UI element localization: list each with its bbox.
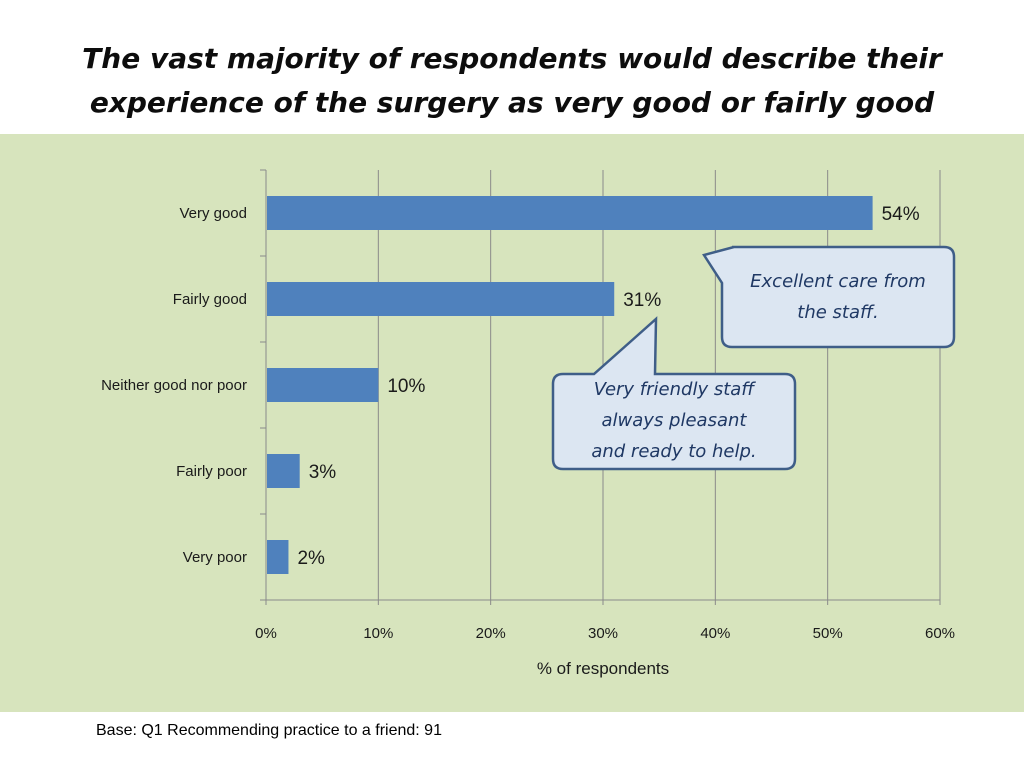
bar xyxy=(267,282,615,316)
slide-title: The vast majority of respondents would d… xyxy=(0,37,1024,125)
labels: 0% 10% 20% 30% 40% 50% 60% Very good 54% Fairly g… xyxy=(101,204,955,642)
data-label: 31% xyxy=(623,290,661,311)
bar-chart: 0% 10% 20% 30% 40% 50% 60% Very good 54% Fairly g… xyxy=(101,169,956,678)
category-label: Fairly poor xyxy=(176,463,247,480)
x-tick-label: 60% xyxy=(925,625,955,642)
category-label: Very good xyxy=(179,205,247,222)
bar xyxy=(267,196,873,230)
x-tick-label: 30% xyxy=(588,625,618,642)
category-label: Fairly good xyxy=(173,291,247,308)
category-label: Neither good nor poor xyxy=(101,377,247,394)
x-tick-label: 0% xyxy=(255,625,277,642)
x-tick-label: 20% xyxy=(476,625,506,642)
base-note: Base: Q1 Recommending practice to a frie… xyxy=(96,722,442,739)
x-tick-label: 10% xyxy=(363,625,393,642)
x-tick-label: 50% xyxy=(813,625,843,642)
callout-2-line-1: Very friendly staff xyxy=(593,379,755,400)
slide-title-line-2: experience of the surgery as very good o… xyxy=(89,85,935,119)
data-label: 3% xyxy=(309,462,337,483)
callout-friendly-staff-text: Very friendly staff always pleasant and … xyxy=(553,374,795,467)
bar xyxy=(267,454,300,488)
data-label: 2% xyxy=(297,548,325,569)
x-axis-title: % of respondents xyxy=(537,659,669,678)
chart-panel: 0% 10% 20% 30% 40% 50% 60% Very good 54% Fairly g… xyxy=(0,134,1024,712)
bar xyxy=(267,540,289,574)
x-tick-label: 40% xyxy=(700,625,730,642)
callout-friendly-staff xyxy=(551,316,797,471)
callout-excellent-care-text: Excellent care from the staff. xyxy=(722,266,954,328)
callout-2-line-2: always pleasant xyxy=(601,410,747,431)
callout-1-line-1: Excellent care from xyxy=(750,271,926,292)
callout-excellent-care xyxy=(702,245,956,349)
data-label: 54% xyxy=(882,204,920,225)
slide-title-line-1: The vast majority of respondents would d… xyxy=(82,41,942,75)
bar xyxy=(267,368,379,402)
bars xyxy=(267,196,873,574)
data-label: 10% xyxy=(387,376,425,397)
callout-1-line-2: the staff. xyxy=(797,302,879,323)
callout-2-line-3: and ready to help. xyxy=(591,441,757,462)
category-label: Very poor xyxy=(183,549,247,566)
